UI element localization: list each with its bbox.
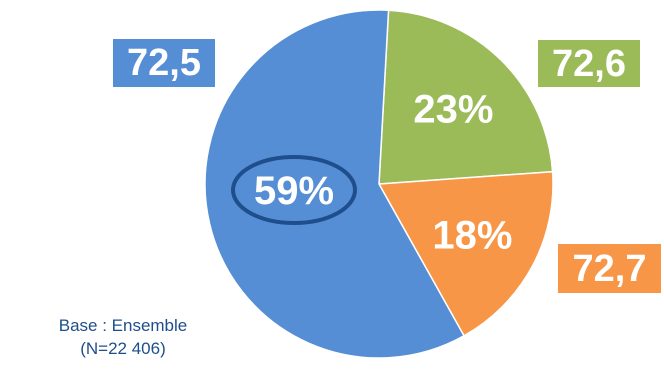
slice-percent-label-1: 23% xyxy=(413,87,493,131)
pie-slice-2 xyxy=(377,170,554,337)
pie-slice-1 xyxy=(378,9,554,185)
pie-slice-3 xyxy=(204,9,466,359)
base-note: Base : Ensemble (N=22 406) xyxy=(18,315,228,361)
base-note-line2: (N=22 406) xyxy=(80,338,166,358)
legend-label-blue: 72,5 xyxy=(113,39,215,87)
base-note-line1: Base : Ensemble xyxy=(58,316,188,335)
highlight-ellipse xyxy=(231,155,357,225)
slice-percent-label-2: 18% xyxy=(432,213,512,257)
slice-percent-label-3: 59% xyxy=(254,169,334,213)
legend-label-orange: 72,7 xyxy=(558,244,661,293)
legend-label-green: 72,6 xyxy=(538,40,640,87)
